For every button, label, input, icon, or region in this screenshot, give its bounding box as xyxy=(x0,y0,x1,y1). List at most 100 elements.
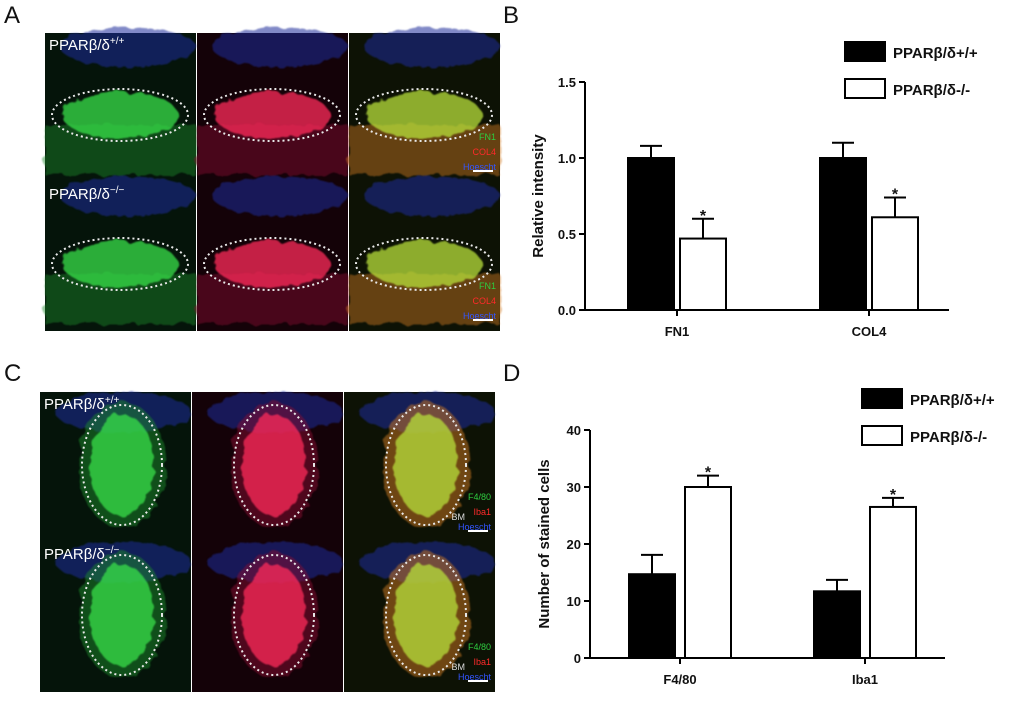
tissue-stain xyxy=(214,240,330,288)
y-tick-label: 20 xyxy=(567,537,581,552)
stain-label: F4/80 xyxy=(468,642,491,652)
region-outline xyxy=(203,88,341,142)
bar-iba1-series-2 xyxy=(869,505,917,660)
significance-star: * xyxy=(892,187,899,204)
tissue-stain xyxy=(90,414,154,516)
tissue-stain xyxy=(242,414,306,516)
region-outline xyxy=(203,237,341,291)
bm-label: BM xyxy=(452,512,466,522)
stain-label: F4/80 xyxy=(468,492,491,502)
region-outline xyxy=(233,404,315,526)
micrograph-c-r2-c1: PPARβ/δ−/− xyxy=(40,542,191,692)
y-tick-label: 0 xyxy=(574,651,581,666)
micrograph-c-r2-c2 xyxy=(192,542,343,692)
y-axis-title: Relative intensity xyxy=(530,134,547,258)
panel-letter-b: B xyxy=(503,2,520,29)
panel-letter-d: D xyxy=(503,360,521,387)
micrograph-panels: PPARβ/δ+/+ FN1 COL4 Hoescht PPARβ/δ−/− FN1 COL… xyxy=(40,27,500,692)
genotype-label: PPARβ/δ−/− xyxy=(44,545,120,563)
x-tick-label: Iba1 xyxy=(852,672,878,687)
legend-swatch xyxy=(861,388,903,409)
legend-label: PPARβ/δ-/- xyxy=(910,429,987,446)
legend-label: PPARβ/δ+/+ xyxy=(893,45,978,62)
y-tick-label: 0.5 xyxy=(558,227,576,242)
y-tick-label: 30 xyxy=(567,480,581,495)
legend-swatch xyxy=(861,425,903,446)
tissue-stain xyxy=(62,240,178,288)
bar-fn1-series-2 xyxy=(679,237,727,311)
tissue-stain xyxy=(242,564,306,666)
micrograph-a-r2-c3: FN1 COL4 Hoescht xyxy=(349,176,500,331)
stain-label: FN1 xyxy=(479,132,496,142)
bar-fn1-series-1 xyxy=(627,157,675,311)
region-outline xyxy=(385,554,467,676)
significance-star: * xyxy=(700,208,707,225)
x-tick-label: COL4 xyxy=(852,324,887,339)
bar-f4-80-series-2 xyxy=(684,486,732,659)
micrograph-c-r1-c1: PPARβ/δ+/+ xyxy=(40,392,191,542)
genotype-superscript: −/− xyxy=(105,545,120,556)
bar-iba1-series-1 xyxy=(813,590,861,659)
region-outline xyxy=(355,88,493,142)
y-tick-label: 1.0 xyxy=(558,151,576,166)
tissue-stain xyxy=(62,91,178,139)
legend-label: PPARβ/δ-/- xyxy=(893,82,970,99)
panel-letter-c: C xyxy=(4,360,22,387)
y-tick-label: 40 xyxy=(567,423,581,438)
y-tick-label: 10 xyxy=(567,594,581,609)
region-outline xyxy=(51,88,189,142)
y-tick-label: 0.0 xyxy=(558,303,576,318)
nuclei-stain xyxy=(60,176,196,216)
x-tick-label: FN1 xyxy=(665,324,690,339)
micrograph-a-r1-c1: PPARβ/δ+/+ xyxy=(45,27,196,182)
micrograph-a-r1-c2 xyxy=(197,27,348,182)
legend-swatch xyxy=(844,78,886,99)
stain-label: Hoescht xyxy=(458,672,492,682)
scale-bar xyxy=(473,319,493,321)
legend-swatch xyxy=(844,41,886,62)
nuclei-stain xyxy=(364,176,500,216)
stain-label: COL4 xyxy=(472,296,496,306)
significance-star: * xyxy=(890,487,897,504)
legend-label: PPARβ/δ+/+ xyxy=(910,392,995,409)
stain-label: Iba1 xyxy=(473,657,491,667)
region-outline xyxy=(233,554,315,676)
genotype-superscript: +/+ xyxy=(105,395,120,406)
y-tick-label: 1.5 xyxy=(558,75,576,90)
stain-label: Hoescht xyxy=(458,522,492,532)
region-outline xyxy=(385,404,467,526)
region-outline xyxy=(81,404,163,526)
chart-b: 0.0 0.5 1.0 1.5 Relative intensity FN1 * COL4 * P… xyxy=(530,41,978,339)
genotype-label: PPARβ/δ+/+ xyxy=(49,36,125,54)
bar-f4-80-series-1 xyxy=(628,573,676,660)
nuclei-stain xyxy=(60,27,196,67)
tissue-stain xyxy=(394,564,458,666)
bm-label: BM xyxy=(452,662,466,672)
y-axis-title: Number of stained cells xyxy=(536,459,553,628)
stain-label: Hoescht xyxy=(463,311,497,321)
micrograph-a-r2-c1: PPARβ/δ−/− xyxy=(45,176,196,331)
tissue-stain xyxy=(214,91,330,139)
genotype-superscript: −/− xyxy=(110,185,125,196)
nuclei-stain xyxy=(212,176,348,216)
stain-label: Hoescht xyxy=(463,162,497,172)
micrograph-a-r1-c3: FN1 COL4 Hoescht xyxy=(349,27,500,182)
nuclei-stain xyxy=(212,27,348,67)
micrograph-c-r1-c2 xyxy=(192,392,343,542)
scale-bar xyxy=(468,530,488,532)
genotype-label: PPARβ/δ−/− xyxy=(49,185,125,203)
tissue-stain xyxy=(366,240,482,288)
bar-col4-series-2 xyxy=(871,216,919,311)
scale-bar xyxy=(473,170,493,172)
significance-star: * xyxy=(705,465,712,482)
stain-label: Iba1 xyxy=(473,507,491,517)
region-outline xyxy=(81,554,163,676)
bar-col4-series-1 xyxy=(819,157,867,311)
genotype-superscript: +/+ xyxy=(110,36,125,47)
genotype-label: PPARβ/δ+/+ xyxy=(44,395,120,413)
micrograph-a-r2-c2 xyxy=(197,176,348,331)
tissue-stain xyxy=(394,414,458,516)
